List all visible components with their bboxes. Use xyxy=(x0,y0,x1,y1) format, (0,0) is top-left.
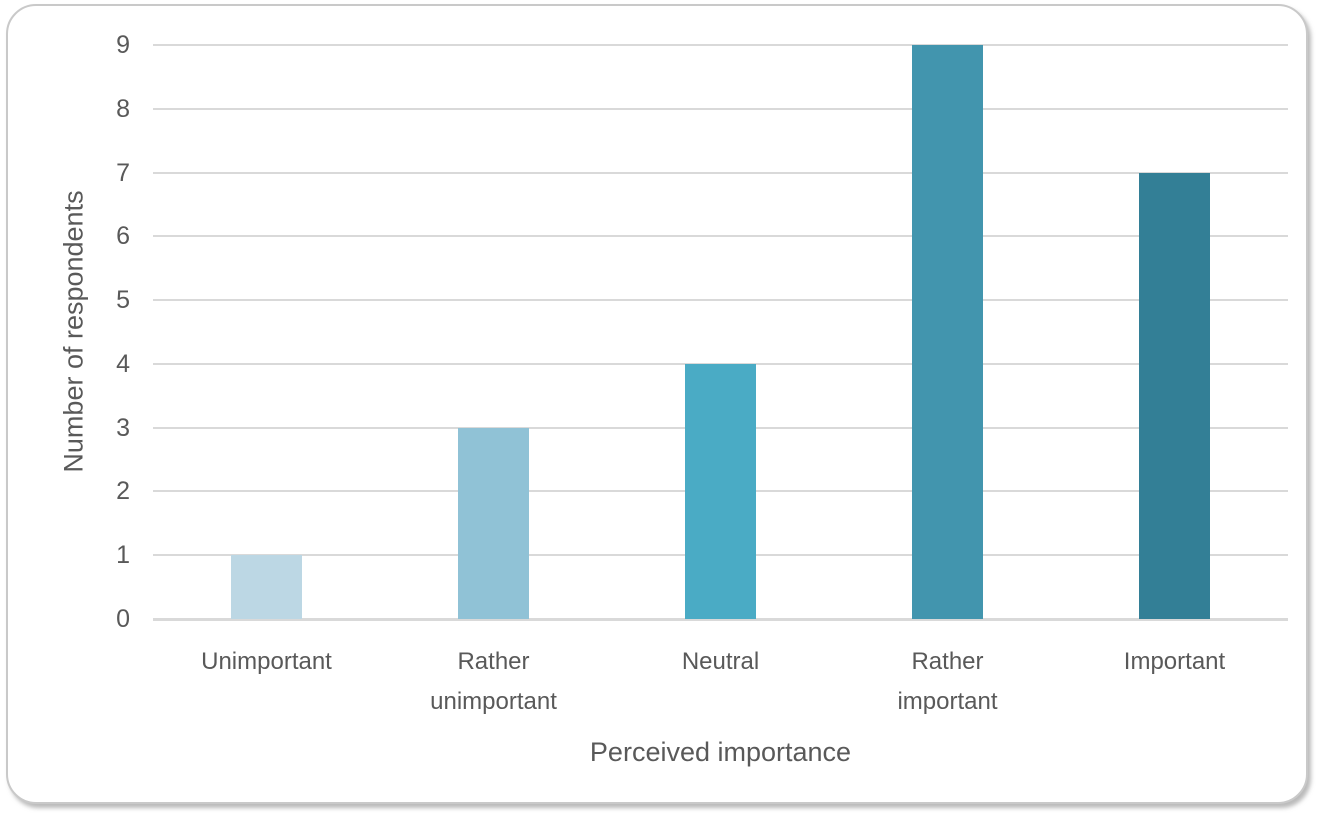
bar-rather-unimportant xyxy=(458,427,529,619)
x-category-label: Neutral xyxy=(681,648,760,675)
y-axis-title: Number of respondents xyxy=(58,190,89,473)
y-tick-label: 5 xyxy=(116,286,130,315)
x-axis-title: Perceived importance xyxy=(589,737,852,767)
y-tick-label: 6 xyxy=(116,222,130,251)
x-category-label: Important xyxy=(1123,648,1226,675)
gridline xyxy=(153,235,1288,238)
y-tick-label: 7 xyxy=(116,158,130,187)
y-tick-label: 4 xyxy=(116,349,130,378)
bar-rather-important xyxy=(912,45,983,619)
bar-neutral xyxy=(685,363,756,619)
y-tick-label: 8 xyxy=(116,94,130,123)
chart-frame: 0 1 2 3 4 5 6 7 8 9 Unimportant Rather unimportant… xyxy=(6,4,1308,804)
x-axis-line xyxy=(153,618,1288,621)
y-tick-label: 3 xyxy=(116,413,130,442)
bar-unimportant xyxy=(231,555,302,619)
x-category-label: Rather unimportant xyxy=(430,648,557,715)
bar-important xyxy=(1139,172,1210,619)
gridline xyxy=(153,44,1288,46)
y-tick-label: 2 xyxy=(116,477,130,506)
y-tick-label: 1 xyxy=(116,541,130,570)
x-category-label: Unimportant xyxy=(201,648,332,675)
gridline xyxy=(153,299,1288,302)
y-tick-label: 9 xyxy=(116,31,130,59)
gridline xyxy=(153,107,1288,110)
gridline xyxy=(153,171,1288,174)
x-category-label: Rather important xyxy=(897,648,998,715)
y-tick-label: 0 xyxy=(116,605,130,633)
